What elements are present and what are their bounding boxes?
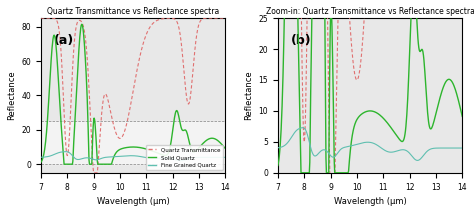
Title: Quartz Transmittance vs Reflectance spectra: Quartz Transmittance vs Reflectance spec…: [47, 7, 219, 16]
X-axis label: Wavelength (μm): Wavelength (μm): [97, 197, 170, 206]
Bar: [41, 121, 225, 164]
Text: (a): (a): [54, 34, 74, 47]
Y-axis label: Reflectance: Reflectance: [244, 71, 253, 120]
Legend: Quartz Transmittance, Solid Quartz, Fine Grained Quartz: Quartz Transmittance, Solid Quartz, Fine…: [146, 145, 222, 170]
Title: Zoom-in: Quartz Transmittance vs Reflectance spectra: Zoom-in: Quartz Transmittance vs Reflect…: [265, 7, 474, 16]
Y-axis label: Reflectance: Reflectance: [7, 71, 16, 120]
Text: (b): (b): [291, 34, 311, 47]
X-axis label: Wavelength (μm): Wavelength (μm): [334, 197, 406, 206]
